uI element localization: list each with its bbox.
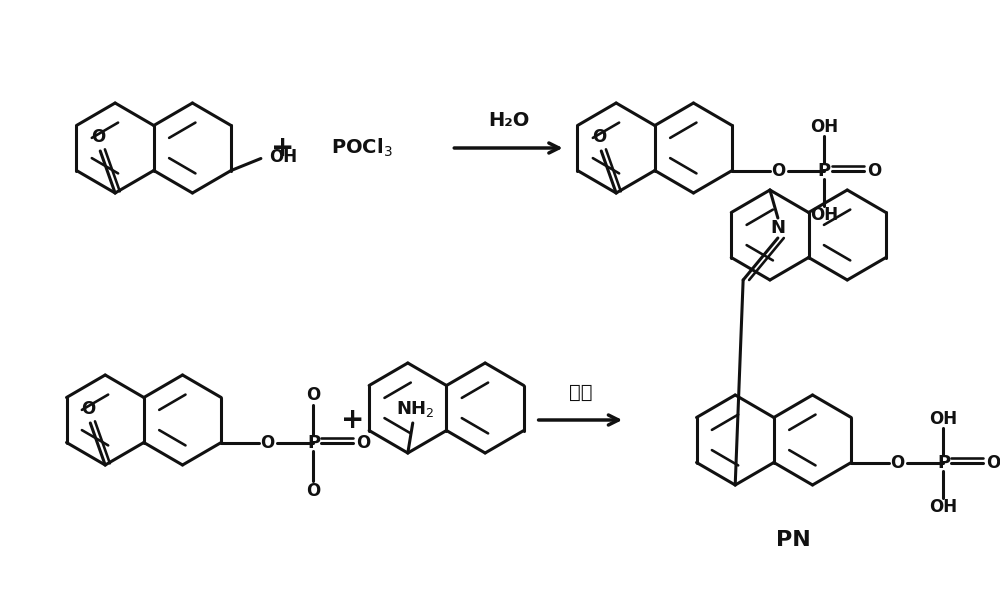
- Text: O: O: [81, 400, 95, 418]
- Text: O: O: [260, 433, 274, 451]
- Text: O: O: [356, 433, 370, 451]
- Text: OH: OH: [929, 498, 958, 515]
- Text: O: O: [890, 454, 904, 471]
- Text: O: O: [771, 161, 785, 180]
- Text: O: O: [867, 161, 881, 180]
- Text: O: O: [306, 385, 321, 403]
- Text: P: P: [937, 454, 950, 471]
- Text: +: +: [341, 406, 364, 434]
- Text: P: P: [818, 161, 831, 180]
- Text: +: +: [271, 134, 294, 162]
- Text: P: P: [307, 433, 320, 451]
- Text: 甲醇: 甲醇: [569, 382, 592, 401]
- Text: OH: OH: [269, 148, 297, 165]
- Text: N: N: [770, 219, 785, 237]
- Text: O: O: [306, 482, 321, 499]
- Text: OH: OH: [929, 410, 958, 428]
- Text: H₂O: H₂O: [488, 110, 529, 129]
- Text: OH: OH: [810, 117, 838, 135]
- Text: POCl$_3$: POCl$_3$: [331, 137, 393, 159]
- Text: O: O: [91, 128, 105, 146]
- Text: PN: PN: [776, 530, 811, 550]
- Text: OH: OH: [810, 206, 838, 224]
- Text: NH$_2$: NH$_2$: [396, 399, 435, 419]
- Text: O: O: [592, 128, 606, 146]
- Text: O: O: [986, 454, 1000, 471]
